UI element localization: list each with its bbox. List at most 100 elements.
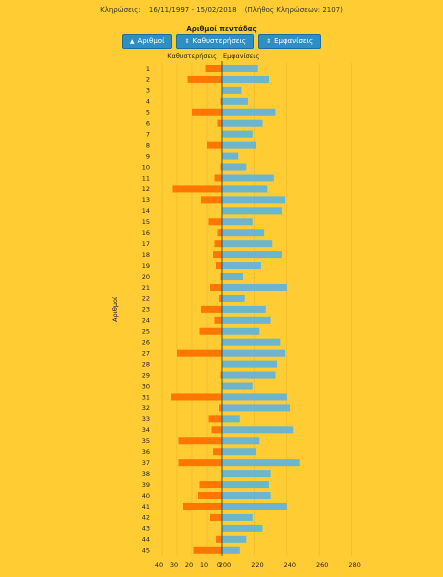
appearance-bar <box>222 437 260 445</box>
appearance-bar <box>222 196 286 204</box>
appearance-bar <box>222 470 271 478</box>
appearance-bar <box>222 327 260 335</box>
delay-bar <box>208 415 222 423</box>
sort-by-number-label: Αριθμοί <box>137 37 165 45</box>
number-label: 45 <box>142 547 150 555</box>
right-tick-label: 240 <box>284 561 296 569</box>
appearance-bar <box>222 283 287 291</box>
number-label: 35 <box>142 437 150 445</box>
number-label: 10 <box>142 163 150 171</box>
number-label: 37 <box>142 459 150 467</box>
delay-bar <box>178 459 222 467</box>
delay-bar <box>210 283 222 291</box>
delay-bar <box>177 349 222 357</box>
sort-icon: ⇕ <box>266 38 272 45</box>
delay-bar <box>171 393 222 401</box>
delay-bar <box>201 196 222 204</box>
number-label: 12 <box>142 185 150 193</box>
appearance-bar <box>222 119 263 127</box>
right-tick-label: 200 <box>219 561 231 569</box>
appearance-bar <box>222 305 266 313</box>
delay-bar <box>178 437 222 445</box>
delay-bar <box>220 163 222 171</box>
number-label: 26 <box>142 339 150 347</box>
delay-bar <box>201 305 222 313</box>
left-tick-label: 10 <box>200 561 208 569</box>
number-label: 36 <box>142 448 150 456</box>
appearance-bar <box>222 404 291 412</box>
appearance-bar <box>222 426 294 434</box>
number-label: 19 <box>142 262 150 270</box>
appearance-bar <box>222 207 282 215</box>
appearance-bar <box>222 141 257 149</box>
appearance-bar <box>222 86 242 94</box>
number-label: 28 <box>142 360 150 368</box>
number-label: 3 <box>146 87 150 95</box>
number-label: 21 <box>142 284 150 292</box>
delay-bar <box>207 141 222 149</box>
number-label: 1 <box>146 65 150 73</box>
number-label: 2 <box>146 76 150 84</box>
appearance-bar <box>222 502 287 510</box>
appearance-bar <box>222 415 240 423</box>
delay-bar <box>216 535 222 543</box>
delay-bar <box>213 251 222 259</box>
appearance-bar <box>222 64 258 72</box>
appearance-bar <box>222 163 247 171</box>
delay-bar <box>214 316 222 324</box>
sort-by-number-button[interactable]: ▲ Αριθμοί <box>121 34 173 49</box>
appearance-bar <box>222 338 281 346</box>
number-label: 8 <box>146 141 150 149</box>
appearance-bar <box>222 535 247 543</box>
draws-count: (Πλήθος Κληρώσεων: 2107) <box>244 6 343 14</box>
delay-bar <box>183 502 222 510</box>
delay-bar <box>211 426 222 434</box>
number-label: 6 <box>146 120 150 128</box>
appearance-bar <box>222 459 300 467</box>
appearance-bar <box>222 262 261 270</box>
number-label: 24 <box>142 317 150 325</box>
number-label: 40 <box>142 492 150 500</box>
number-label: 25 <box>142 328 150 336</box>
caret-up-icon: ▲ <box>129 38 135 45</box>
delay-bar <box>210 513 222 521</box>
delay-bar <box>205 64 222 72</box>
number-label: 9 <box>146 152 150 160</box>
appearance-bar <box>222 546 240 554</box>
appearance-bar <box>222 218 253 226</box>
number-label: 7 <box>146 130 150 138</box>
delay-bar <box>214 174 222 182</box>
appearance-bar <box>222 513 253 521</box>
draws-label: Κληρώσεις: <box>100 6 141 14</box>
appearance-bar <box>222 524 263 532</box>
number-label: 15 <box>142 218 150 226</box>
appearance-bar <box>222 240 273 248</box>
appearance-bar <box>222 251 282 259</box>
appearance-bar <box>222 316 271 324</box>
number-label: 5 <box>146 109 150 117</box>
right-tick-label: 280 <box>348 561 360 569</box>
delay-bar <box>187 75 222 83</box>
number-label: 23 <box>142 306 150 314</box>
number-label: 17 <box>142 240 150 248</box>
appearance-bar <box>222 448 257 456</box>
number-label: 20 <box>142 273 150 281</box>
sort-icon: ⇕ <box>184 38 190 45</box>
delay-bar <box>193 546 222 554</box>
appearance-bar <box>222 492 271 500</box>
delay-bar <box>213 448 222 456</box>
number-label: 43 <box>142 525 150 533</box>
number-label: 44 <box>142 536 150 544</box>
left-tick-label: 30 <box>170 561 178 569</box>
draws-header: Κληρώσεις: 16/11/1997 - 15/02/2018 (Πλήθ… <box>0 6 443 14</box>
delay-bar <box>220 97 222 105</box>
number-label: 18 <box>142 251 150 259</box>
draws-date-range: 16/11/1997 - 15/02/2018 <box>148 6 237 14</box>
appearance-bar <box>222 75 269 83</box>
delay-bar <box>199 481 222 489</box>
appearance-bar <box>222 360 278 368</box>
right-axis-label: Εμφανίσεις <box>223 52 259 60</box>
right-tick-label: 220 <box>251 561 263 569</box>
sort-by-appearance-button[interactable]: ⇕ Εμφανίσεις <box>258 34 322 49</box>
sort-by-delay-button[interactable]: ⇕ Καθυστερήσεις <box>176 34 255 49</box>
